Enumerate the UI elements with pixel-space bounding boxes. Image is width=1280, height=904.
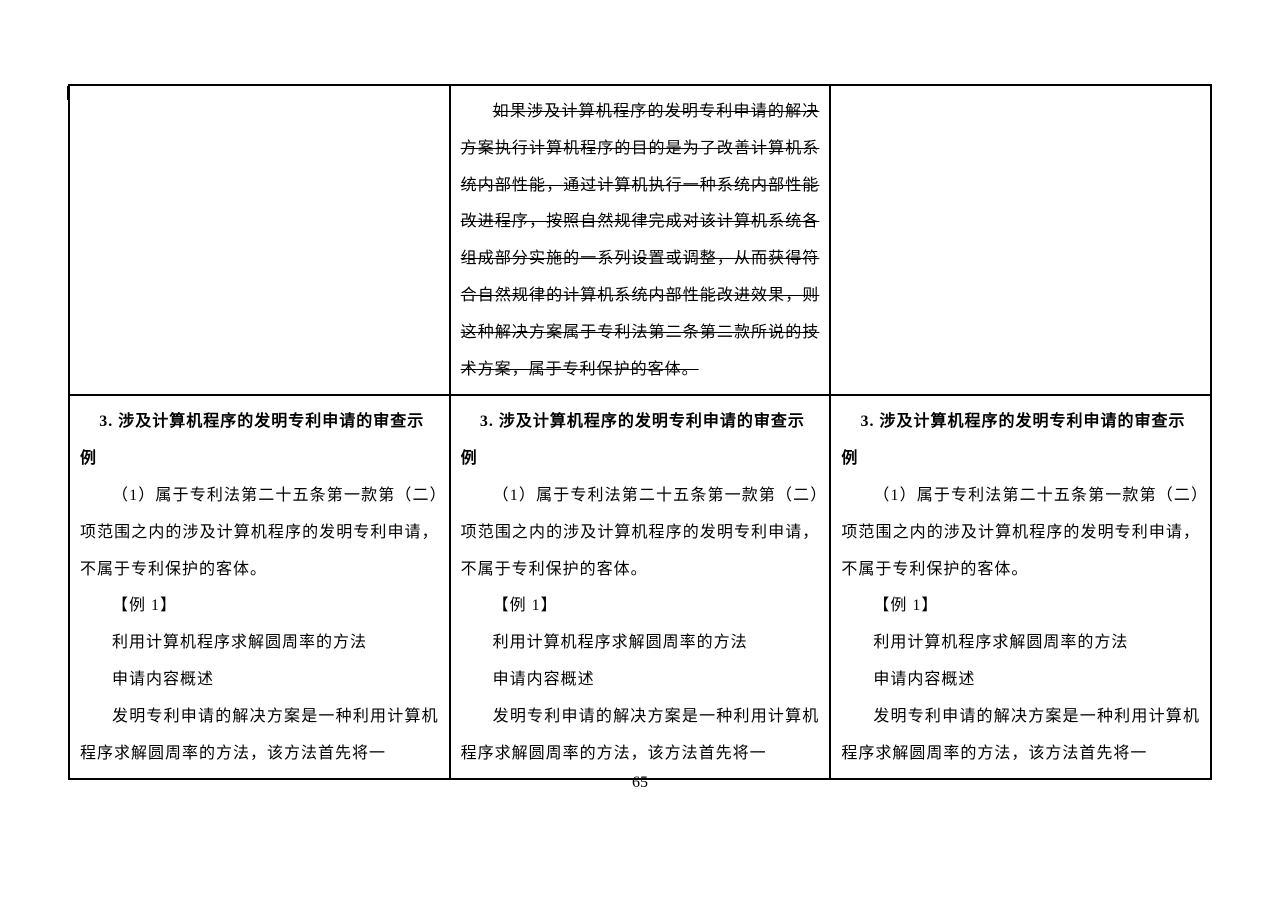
section-heading: 3. 涉及计算机程序的发明专利申请的审查示例 — [461, 404, 820, 478]
section-heading: 3. 涉及计算机程序的发明专利申请的审查示例 — [80, 404, 439, 478]
struck-paragraph: 如果涉及计算机程序的发明专利申请的解决方案执行计算机程序的目的是为了改善计算机系… — [461, 94, 820, 388]
table-cell: 3. 涉及计算机程序的发明专利申请的审查示例 （1）属于专利法第二十五条第一款第… — [69, 395, 450, 779]
paragraph: 利用计算机程序求解圆周率的方法 — [461, 625, 820, 662]
table-row: 3. 涉及计算机程序的发明专利申请的审查示例 （1）属于专利法第二十五条第一款第… — [69, 395, 1211, 779]
paragraph: （1）属于专利法第二十五条第一款第（二）项范围之内的涉及计算机程序的发明专利申请… — [841, 478, 1200, 588]
strikethrough-text: 如果涉及计算机程序的发明专利申请的解决方案执行计算机程序的目的是为了改善计算机系… — [461, 103, 820, 378]
table-cell — [69, 85, 450, 395]
table-cell — [830, 85, 1211, 395]
paragraph: 申请内容概述 — [461, 662, 820, 699]
table-cell: 3. 涉及计算机程序的发明专利申请的审查示例 （1）属于专利法第二十五条第一款第… — [450, 395, 831, 779]
table-row: 如果涉及计算机程序的发明专利申请的解决方案执行计算机程序的目的是为了改善计算机系… — [69, 85, 1211, 395]
table-cell: 3. 涉及计算机程序的发明专利申请的审查示例 （1）属于专利法第二十五条第一款第… — [830, 395, 1211, 779]
paragraph: 申请内容概述 — [841, 662, 1200, 699]
paragraph: 申请内容概述 — [80, 662, 439, 699]
paragraph: 利用计算机程序求解圆周率的方法 — [841, 625, 1200, 662]
paragraph: （1）属于专利法第二十五条第一款第（二）项范围之内的涉及计算机程序的发明专利申请… — [80, 478, 439, 588]
paragraph: （1）属于专利法第二十五条第一款第（二）项范围之内的涉及计算机程序的发明专利申请… — [461, 478, 820, 588]
paragraph: 利用计算机程序求解圆周率的方法 — [80, 625, 439, 662]
table-cell: 如果涉及计算机程序的发明专利申请的解决方案执行计算机程序的目的是为了改善计算机系… — [450, 85, 831, 395]
example-label: 【例 1】 — [80, 588, 439, 625]
example-label: 【例 1】 — [461, 588, 820, 625]
document-page: 如果涉及计算机程序的发明专利申请的解决方案执行计算机程序的目的是为了改善计算机系… — [0, 0, 1280, 800]
example-label: 【例 1】 — [841, 588, 1200, 625]
paragraph: 发明专利申请的解决方案是一种利用计算机程序求解圆周率的方法，该方法首先将一 — [841, 699, 1200, 773]
paragraph: 发明专利申请的解决方案是一种利用计算机程序求解圆周率的方法，该方法首先将一 — [461, 699, 820, 773]
paragraph: 发明专利申请的解决方案是一种利用计算机程序求解圆周率的方法，该方法首先将一 — [80, 699, 439, 773]
page-number: 65 — [0, 774, 1280, 792]
section-heading: 3. 涉及计算机程序的发明专利申请的审查示例 — [841, 404, 1200, 478]
comparison-table: 如果涉及计算机程序的发明专利申请的解决方案执行计算机程序的目的是为了改善计算机系… — [68, 84, 1212, 780]
